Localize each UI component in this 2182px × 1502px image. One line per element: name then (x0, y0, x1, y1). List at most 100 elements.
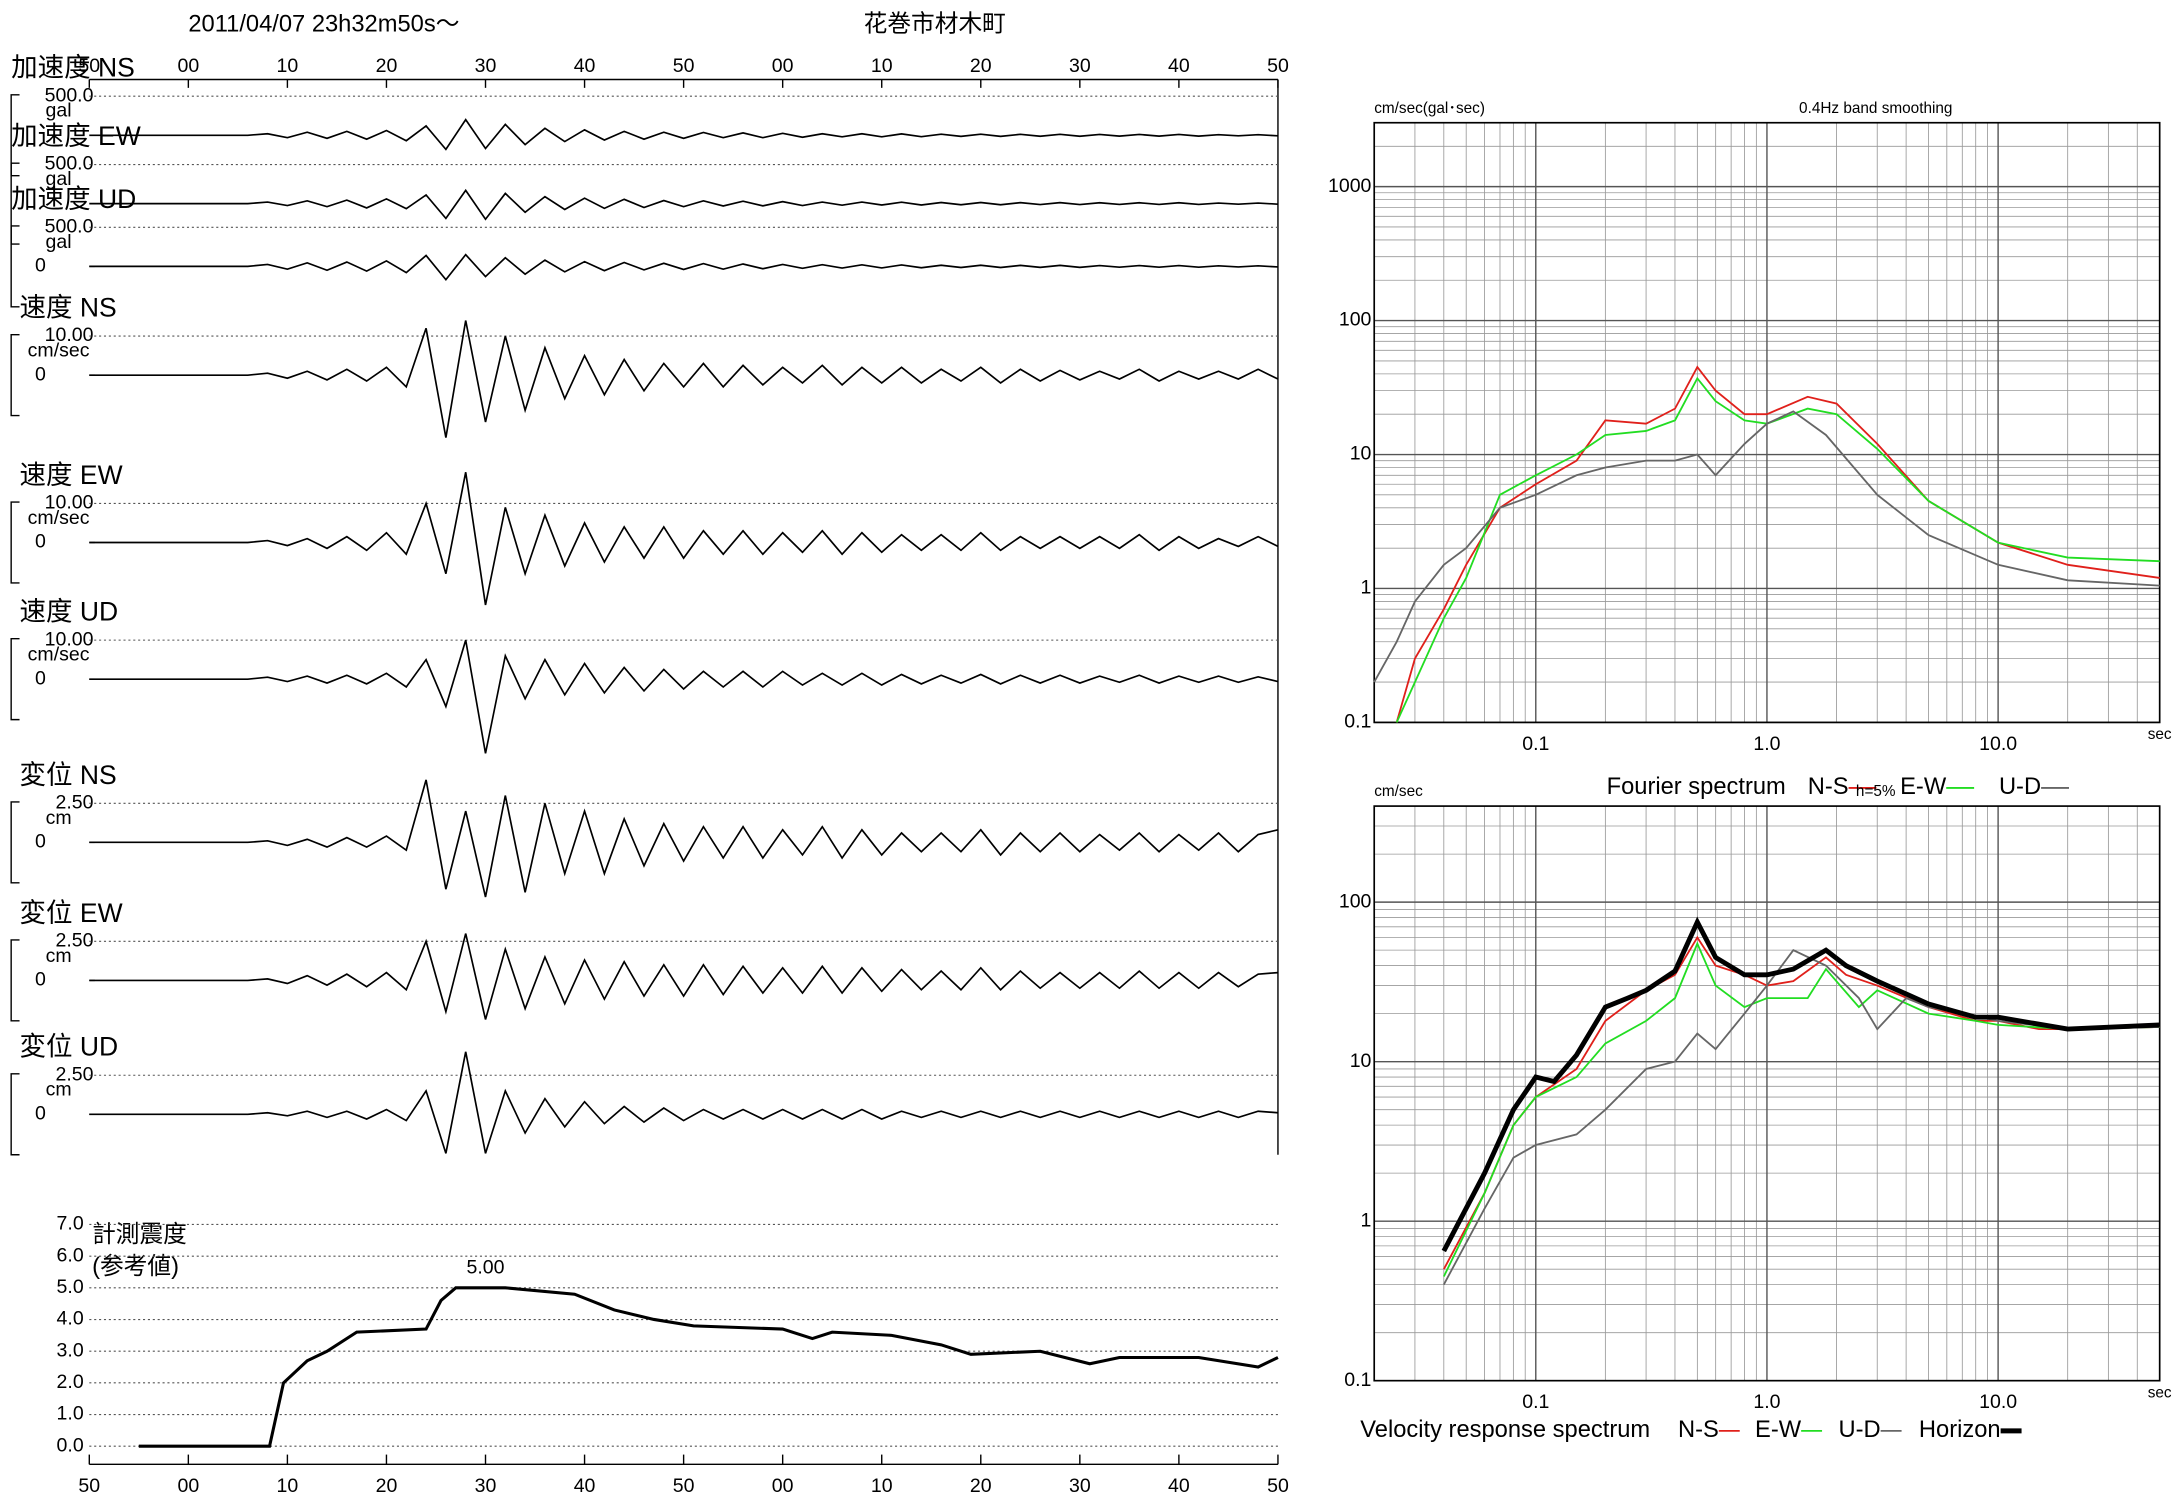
x-tick-label: 10 (277, 55, 299, 77)
y-tick-label: 1 (1361, 1209, 1372, 1231)
x-tick-label: 20 (376, 1475, 398, 1497)
y-tick-label: 3.0 (57, 1339, 84, 1361)
trace-bracket (10, 225, 20, 308)
trace-bracket (10, 334, 20, 417)
trace-bracket (10, 801, 20, 884)
peak-label: 5.00 (467, 1256, 505, 1278)
y-tick-label: 500.0 (45, 153, 94, 175)
spectrum-line (1373, 410, 2160, 683)
y-axis-label: cm/sec (1374, 783, 1423, 800)
header-datetime: 2011/04/07 23h32m50s〜 (188, 11, 459, 37)
trace-label: 変位 UD (20, 1032, 119, 1062)
trace-bracket (10, 1073, 20, 1156)
y-tick-label: 2.50 (55, 1063, 93, 1085)
x-tick-label: 00 (772, 55, 794, 77)
waveform (89, 253, 1278, 281)
legend-label: N-S (1808, 774, 1849, 800)
x-axis-label: sec (2148, 726, 2172, 743)
plot-frame (1373, 121, 2161, 724)
y-tick-label: 10 (1350, 1050, 1372, 1072)
y-tick-label: 10.00 (45, 324, 94, 346)
spectrum-line (1441, 916, 2160, 1253)
y-tick-label: 100 (1339, 890, 1372, 912)
trace-label: 変位 EW (20, 898, 123, 928)
y-axis-label: (参考値) (92, 1253, 179, 1280)
y-tick-label: 500.0 (45, 84, 94, 106)
trace-bracket (10, 501, 20, 584)
y-axis-label: 計測震度 (92, 1221, 187, 1248)
subtitle: h=5% (1856, 783, 1896, 800)
x-tick-label: 1.0 (1753, 1391, 1780, 1413)
x-tick-label: 00 (177, 55, 199, 77)
x-tick-label: 30 (475, 1475, 497, 1497)
spectrum-line (1443, 935, 2160, 1270)
caption: Velocity response spectrum (1360, 1417, 1650, 1443)
trace-label: 速度 EW (20, 460, 123, 490)
x-tick-label: 1.0 (1753, 733, 1780, 755)
trace-unit: cm/sec (28, 644, 90, 666)
y-tick-label: 10 (1350, 443, 1372, 465)
waveform (89, 118, 1278, 151)
trace-bracket (10, 94, 20, 177)
x-tick-label: 40 (1168, 1475, 1190, 1497)
trace-unit: cm/sec (28, 507, 90, 529)
x-tick-label: 40 (574, 55, 596, 77)
x-tick-label: 0.1 (1522, 733, 1549, 755)
y-tick-label: 0.1 (1344, 711, 1371, 733)
trace-unit: gal (46, 100, 72, 122)
legend-label: E-W (1755, 1417, 1802, 1443)
trace-label: 加速度 UD (11, 184, 136, 214)
trace-bracket (10, 162, 20, 245)
y-tick-label: 0 (35, 969, 46, 991)
trace-label: 速度 NS (20, 293, 117, 323)
spectrum-line (1395, 376, 2160, 723)
y-tick-label: 1.0 (57, 1403, 84, 1425)
spectrum-line (1395, 365, 2160, 723)
y-tick-label: 7.0 (57, 1213, 84, 1235)
x-tick-label: 50 (78, 1475, 100, 1497)
trace-label: 加速度 NS (11, 53, 135, 83)
waveform (89, 320, 1279, 438)
waveform (89, 188, 1278, 221)
y-tick-label: 0 (35, 831, 46, 853)
y-tick-label: 1 (1361, 577, 1372, 599)
y-tick-label: 0.1 (1344, 1369, 1371, 1391)
trace-unit: cm (46, 807, 72, 829)
y-tick-label: 5.0 (57, 1276, 84, 1298)
trace-label: 速度 UD (20, 597, 119, 627)
trace-unit: gal (46, 231, 72, 253)
x-tick-label: 50 (1267, 1475, 1289, 1497)
x-tick-label: 10 (871, 1475, 893, 1497)
y-tick-label: 0 (35, 667, 46, 689)
y-tick-label: 0.0 (57, 1434, 84, 1456)
plot-frame (1373, 805, 2161, 1382)
subtitle: 0.4Hz band smoothing (1799, 100, 1952, 117)
x-tick-label: 50 (673, 55, 695, 77)
y-tick-label: 2.50 (55, 791, 93, 813)
x-tick-label: 20 (970, 1475, 992, 1497)
y-tick-label: 2.50 (55, 930, 93, 952)
legend-label: Horizon (1919, 1417, 2001, 1443)
waveform (89, 472, 1279, 606)
y-tick-label: 1000 (1328, 175, 1372, 197)
x-tick-label: 20 (970, 55, 992, 77)
legend-label: N-S (1678, 1417, 1719, 1443)
y-tick-label: 10.00 (45, 492, 94, 514)
y-tick-label: 6.0 (57, 1244, 84, 1266)
x-tick-label: 0.1 (1522, 1391, 1549, 1413)
x-axis-label: sec (2148, 1384, 2172, 1401)
legend-label: E-W (1900, 774, 1947, 800)
trace-label: 加速度 EW (11, 121, 141, 151)
trace-bracket (10, 939, 20, 1022)
x-tick-label: 10 (871, 55, 893, 77)
legend-label: U-D (1999, 774, 2041, 800)
legend-label: U-D (1839, 1417, 1881, 1443)
x-tick-label: 10.0 (1979, 733, 2017, 755)
intensity-line (138, 1286, 1279, 1448)
x-tick-label: 10.0 (1979, 1391, 2017, 1413)
x-tick-label: 30 (1069, 55, 1091, 77)
waveform (89, 933, 1279, 1020)
trace-label: 変位 NS (20, 760, 117, 790)
